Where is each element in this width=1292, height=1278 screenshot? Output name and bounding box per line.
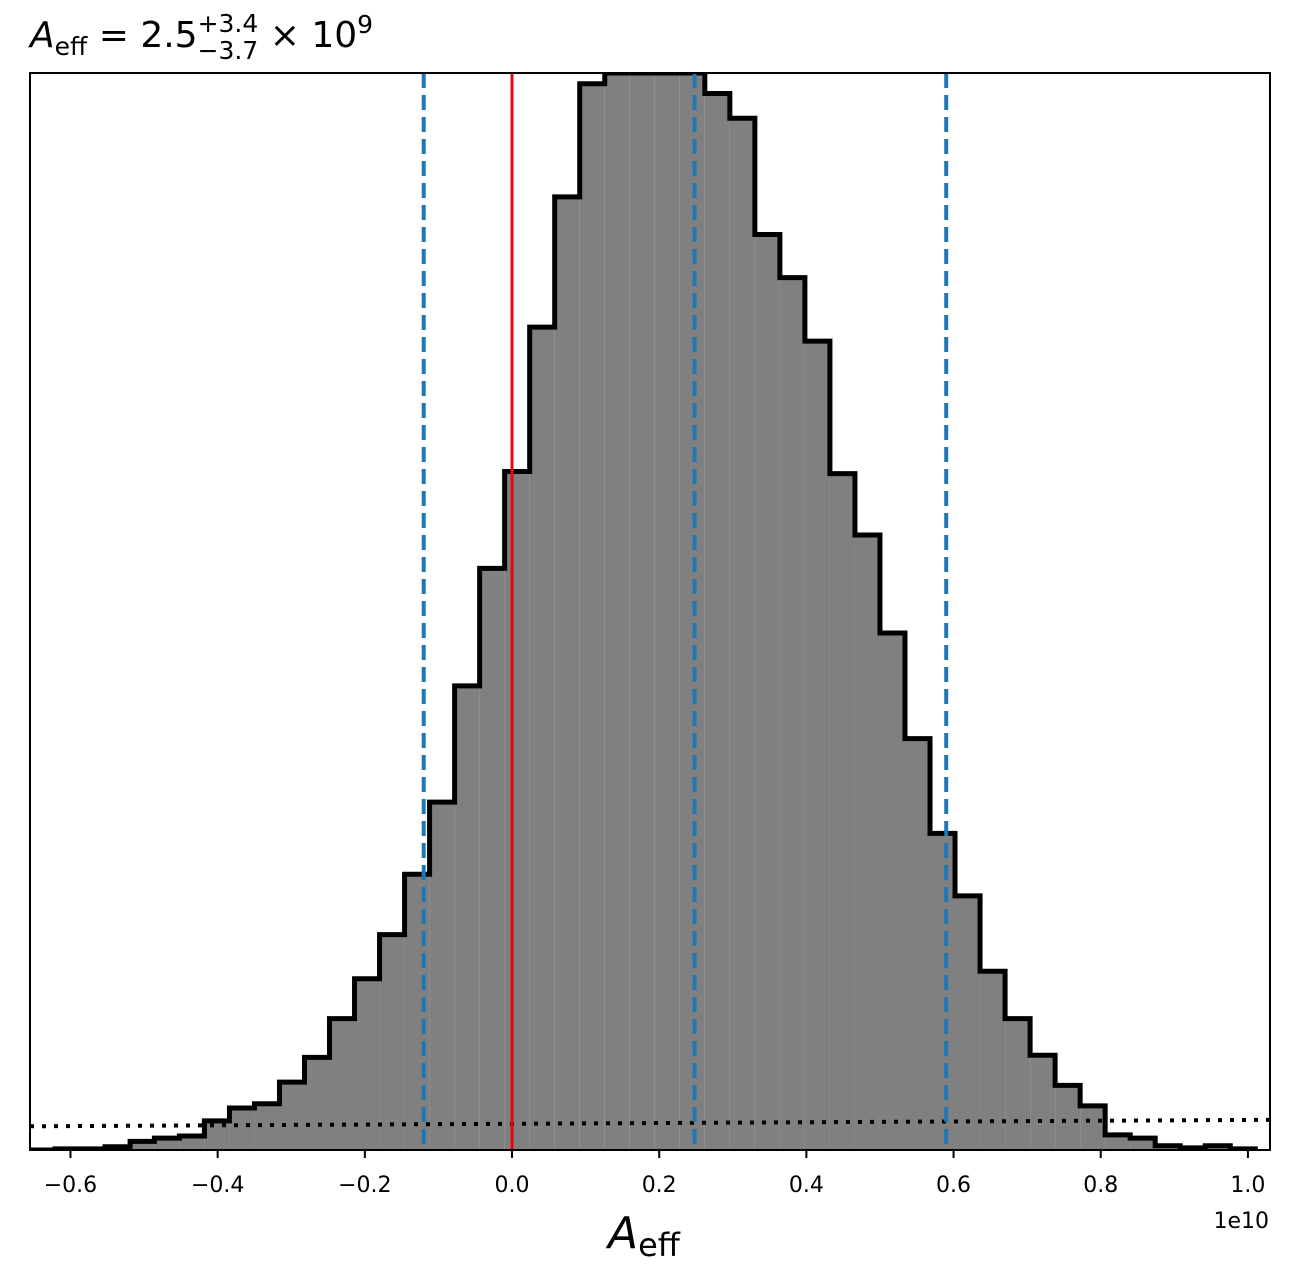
histogram-bar <box>554 196 580 1150</box>
x-tick-label: 1.0 <box>1230 1173 1265 1198</box>
histogram-bar <box>130 1141 155 1150</box>
histogram-bar <box>404 874 430 1150</box>
histogram-bar <box>754 234 780 1150</box>
histogram-bar <box>504 471 530 1150</box>
histogram-bar <box>1030 1055 1056 1150</box>
x-tick-label: 0.8 <box>1083 1173 1118 1198</box>
title-symbol: A <box>28 15 55 56</box>
title-upper-error: +3.4 <box>198 9 259 38</box>
histogram-bar <box>1055 1085 1081 1150</box>
axes-frame <box>29 72 1271 1151</box>
histogram-bar <box>379 934 405 1150</box>
histogram-bar <box>579 83 605 1150</box>
histogram-bar <box>429 802 455 1150</box>
x-tick-label: −0.6 <box>44 1173 97 1198</box>
title-multiplier: × 10 <box>258 15 357 56</box>
x-axis-label: Aeff <box>605 1208 681 1264</box>
histogram-bar <box>904 738 931 1150</box>
histogram-bar <box>354 978 380 1150</box>
histogram-bar <box>229 1107 255 1150</box>
title-exponent: 9 <box>357 10 373 39</box>
histogram-bar <box>1005 1018 1031 1150</box>
histogram-bar <box>479 568 505 1150</box>
histogram-bar <box>729 118 755 1150</box>
x-tick-label: 0.4 <box>789 1173 824 1198</box>
histogram-bar <box>1105 1134 1131 1150</box>
x-axis-ticks: −0.6 −0.4 −0.2 0.0 0.2 0.4 0.6 0.8 1.0 <box>44 1150 1265 1198</box>
histogram-bar <box>854 535 880 1150</box>
histogram-bar <box>604 73 630 1150</box>
x-tick-label: 0.2 <box>642 1173 677 1198</box>
histogram-bar <box>879 633 905 1150</box>
histogram-bar <box>654 73 680 1150</box>
histogram-bar <box>804 341 830 1150</box>
title-equals: = <box>87 15 140 56</box>
title-lower-error: −3.7 <box>198 36 259 65</box>
x-tick-label: −0.2 <box>338 1173 391 1198</box>
histogram-bar <box>329 1018 355 1150</box>
histogram-bar <box>704 93 730 1150</box>
x-tick-label: 0.0 <box>495 1173 530 1198</box>
plot-area <box>30 73 1270 1150</box>
histogram-bar <box>829 473 855 1150</box>
histogram-outline <box>30 73 1258 1150</box>
histogram-bar <box>629 73 655 1150</box>
x-offset-label: 1e10 <box>1213 1209 1269 1234</box>
x-label-subscript: eff <box>638 1226 681 1264</box>
histogram-bar <box>279 1082 305 1150</box>
histogram-bar <box>154 1138 180 1150</box>
histogram-bar <box>930 833 956 1150</box>
prior-line <box>30 1117 1270 1129</box>
chart-title: Aeff = 2.5+3.4 −3.7 × 109 <box>28 9 373 65</box>
x-tick-label: 0.6 <box>936 1173 971 1198</box>
histogram-bar <box>679 73 705 1150</box>
histogram-bar <box>179 1135 205 1150</box>
histogram-bar <box>454 685 480 1150</box>
histogram-bar <box>1080 1105 1106 1150</box>
histogram-bar <box>529 327 555 1150</box>
histogram-bar <box>779 277 805 1150</box>
histogram-bar <box>1130 1138 1156 1150</box>
title-median: 2.5 <box>140 15 197 56</box>
x-label-symbol: A <box>605 1208 638 1259</box>
histogram-bar <box>955 895 981 1150</box>
histogram-bar <box>304 1057 330 1150</box>
x-tick-label: −0.4 <box>191 1173 244 1198</box>
title-symbol-subscript: eff <box>55 32 88 61</box>
